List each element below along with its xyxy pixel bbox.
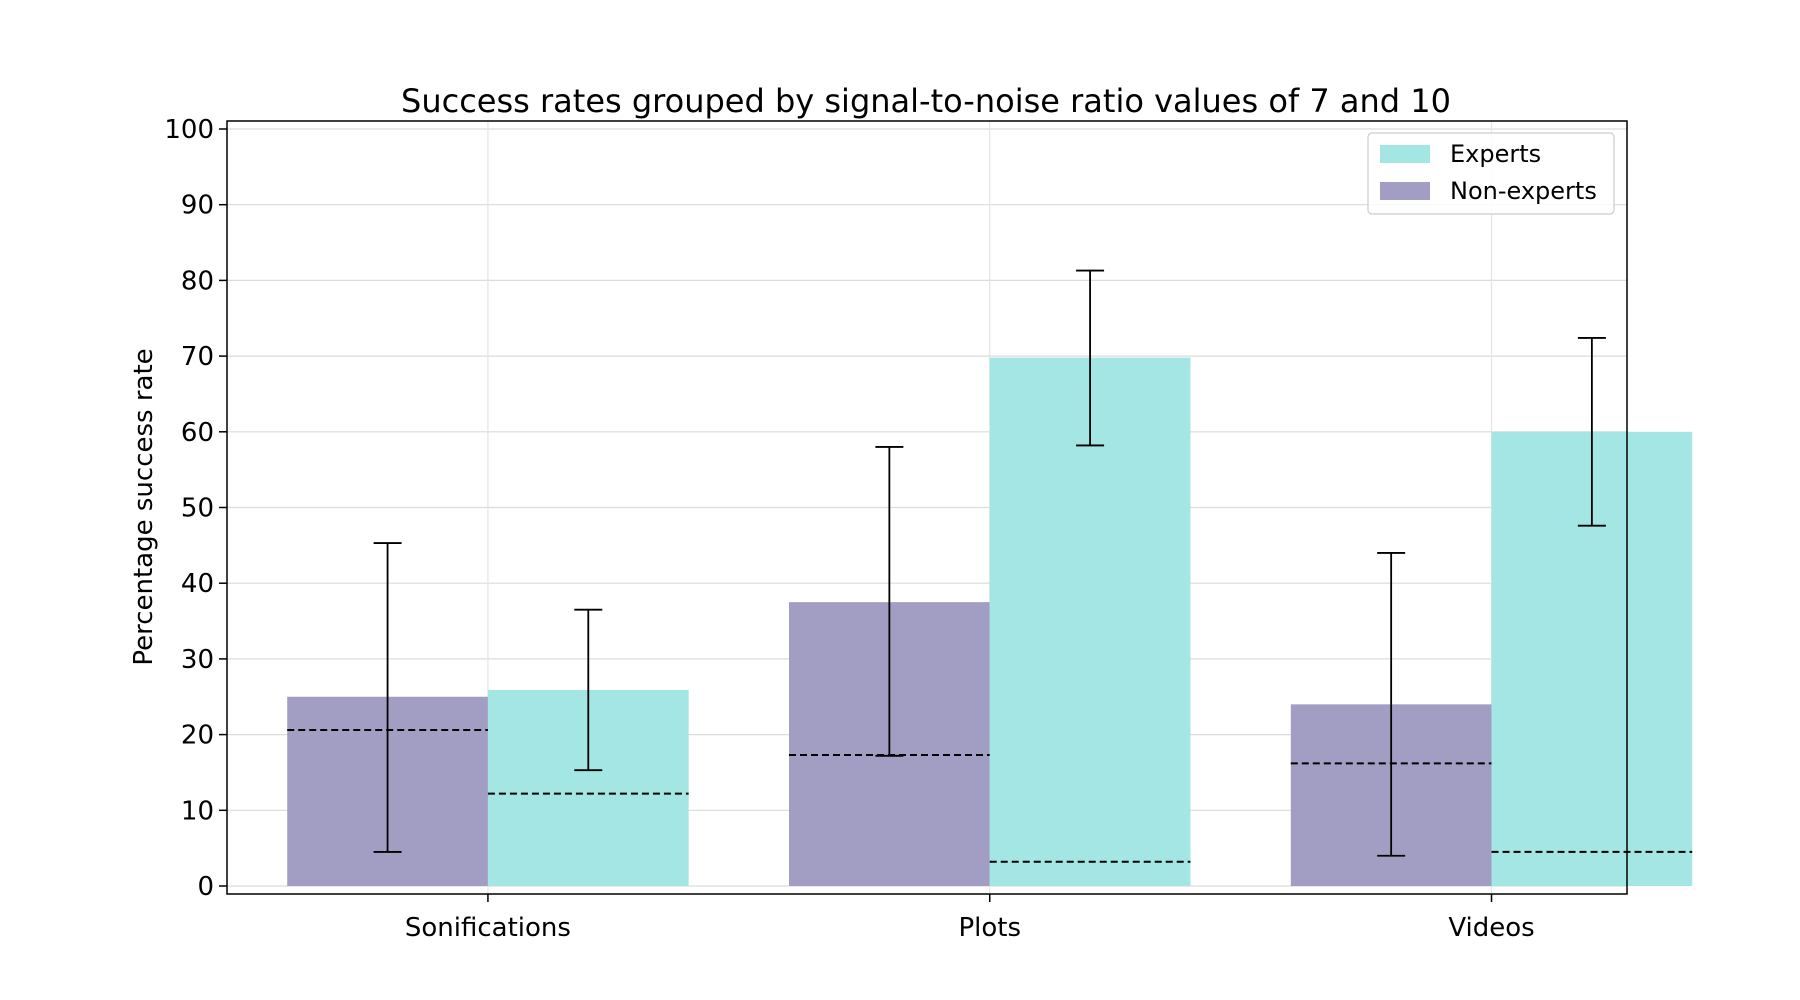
y-tick-label: 60 [181,418,214,448]
x-tick-label: Videos [1448,913,1534,943]
baselines-and-errorbars [287,269,1693,863]
y-tick-label: 10 [181,796,214,826]
bars [287,357,1693,886]
y-tick-label: 80 [181,266,214,296]
legend-label: Non-experts [1450,177,1597,205]
x-tick-label: Plots [958,913,1021,943]
ticks: 0 10 20 30 40 50 60 70 80 90 100 Sonifications Plots… [164,115,1534,943]
y-tick-label: 50 [181,494,214,524]
y-tick-label: 100 [164,115,214,145]
y-tick-label: 20 [181,721,214,751]
y-tick-label: 70 [181,342,214,372]
legend-label: Experts [1450,140,1541,168]
legend-swatch [1380,182,1430,200]
y-axis-label: Percentage success rate [129,348,159,665]
y-tick-label: 90 [181,191,214,221]
y-tick-label: 0 [197,872,214,902]
chart-title: Success rates grouped by signal-to-noise… [401,82,1451,120]
legend: Experts Non-experts [1367,132,1615,215]
legend-swatch [1380,145,1430,163]
x-tick-label: Sonifications [405,913,571,943]
y-tick-label: 40 [181,569,214,599]
y-tick-label: 30 [181,645,214,675]
